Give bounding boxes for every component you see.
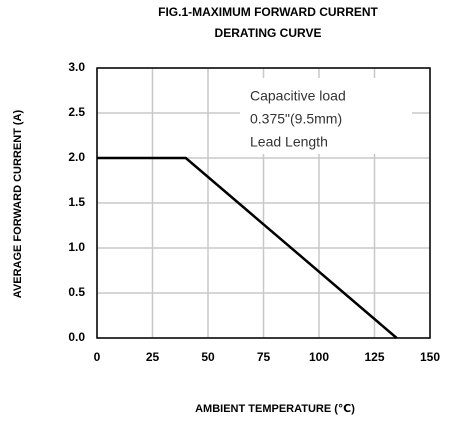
- x-tick-label: 150: [420, 350, 440, 364]
- x-tick-label: 25: [146, 350, 160, 364]
- y-tick-label: 3.0: [68, 60, 85, 74]
- annotation: Capacitive load: [250, 88, 346, 104]
- x-tick-label: 100: [309, 350, 329, 364]
- x-axis-label: AMBIENT TEMPERATURE (℃): [195, 403, 355, 415]
- y-tick-label: 2.5: [68, 105, 85, 119]
- x-tick-label: 50: [201, 350, 215, 364]
- line: [97, 156, 398, 339]
- chart-title: DERATING CURVE: [215, 26, 322, 40]
- y-tick-label: 1.5: [68, 195, 85, 209]
- x-tick-label: 0: [94, 350, 101, 364]
- y-axis-label: AVERAGE FORWARD CURRENT (A): [12, 109, 24, 298]
- chart-title: FIG.1-MAXIMUM FORWARD CURRENT: [158, 5, 378, 19]
- y-tick-label: 1.0: [68, 240, 85, 254]
- x-tick-label: 125: [364, 350, 384, 364]
- annotation: Lead Length: [250, 134, 328, 150]
- x-tick-label: 75: [257, 350, 271, 364]
- annotation: 0.375"(9.5mm): [250, 111, 342, 127]
- plot-frame: [96, 67, 431, 339]
- y-tick-label: 0.0: [68, 330, 85, 344]
- y-tick-label: 2.0: [68, 150, 85, 164]
- y-tick-label: 0.5: [68, 285, 85, 299]
- annotation-box: [240, 78, 412, 154]
